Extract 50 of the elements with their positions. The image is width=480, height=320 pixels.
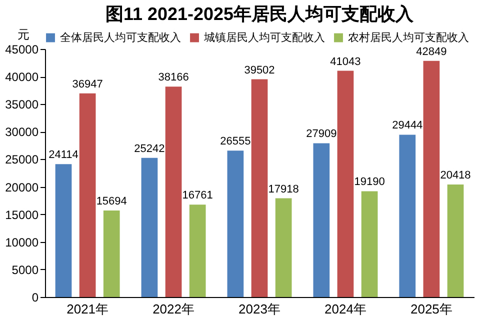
data-label: 24114 (48, 149, 78, 162)
y-tick-label: 10000 (5, 235, 39, 250)
data-label: 19190 (354, 176, 385, 188)
y-tick-label: 40000 (5, 70, 39, 84)
y-tick-label: 0 (32, 290, 39, 304)
y-tick-label: 45000 (5, 42, 39, 56)
bar (103, 210, 120, 297)
data-label: 29444 (392, 120, 423, 132)
bar (423, 60, 440, 297)
y-tick-label: 20000 (5, 180, 39, 194)
bar (447, 184, 464, 297)
bar (337, 70, 354, 297)
legend-label: 全体居民人均可支配收入 (60, 30, 181, 44)
legend-label: 农村居民人均可支配收入 (348, 30, 469, 44)
legend-label: 城镇居民人均可支配收入 (203, 30, 325, 44)
data-label: 16761 (182, 190, 213, 202)
bar (251, 79, 268, 297)
data-label: 41043 (330, 56, 361, 68)
data-label: 38166 (158, 72, 189, 84)
x-tick-label: 2023年 (238, 302, 280, 316)
bar (189, 204, 206, 297)
y-tick-label: 25000 (5, 152, 39, 167)
bar (79, 93, 96, 297)
data-label: 27909 (306, 128, 337, 140)
bar (399, 134, 416, 297)
bar (55, 164, 72, 297)
y-tick-label: 5000 (12, 262, 39, 277)
y-tick-label: 30000 (5, 125, 39, 140)
bar (165, 86, 182, 297)
data-label: 20418 (440, 169, 471, 182)
x-tick-label: 2025年 (410, 302, 452, 316)
data-label: 17918 (268, 183, 299, 196)
y-axis-title: 元 (18, 28, 30, 42)
bar (313, 143, 330, 297)
x-tick-label: 2021年 (66, 302, 109, 316)
x-tick-label: 2022年 (152, 302, 194, 316)
x-tick-label: 2024年 (324, 302, 366, 316)
data-label: 25242 (134, 142, 165, 155)
bar (275, 198, 292, 297)
data-label: 36947 (72, 78, 103, 90)
bar (227, 150, 244, 297)
data-label: 39502 (244, 64, 275, 76)
data-label: 42849 (416, 46, 447, 58)
bar (361, 191, 378, 297)
chart-title: 图11 2021-2025年居民人均可支配收入 (105, 4, 415, 24)
bar (141, 158, 158, 297)
data-label: 15694 (96, 196, 127, 208)
y-tick-label: 15000 (5, 208, 39, 222)
data-label: 26555 (220, 136, 251, 148)
y-tick-label: 35000 (5, 98, 39, 112)
